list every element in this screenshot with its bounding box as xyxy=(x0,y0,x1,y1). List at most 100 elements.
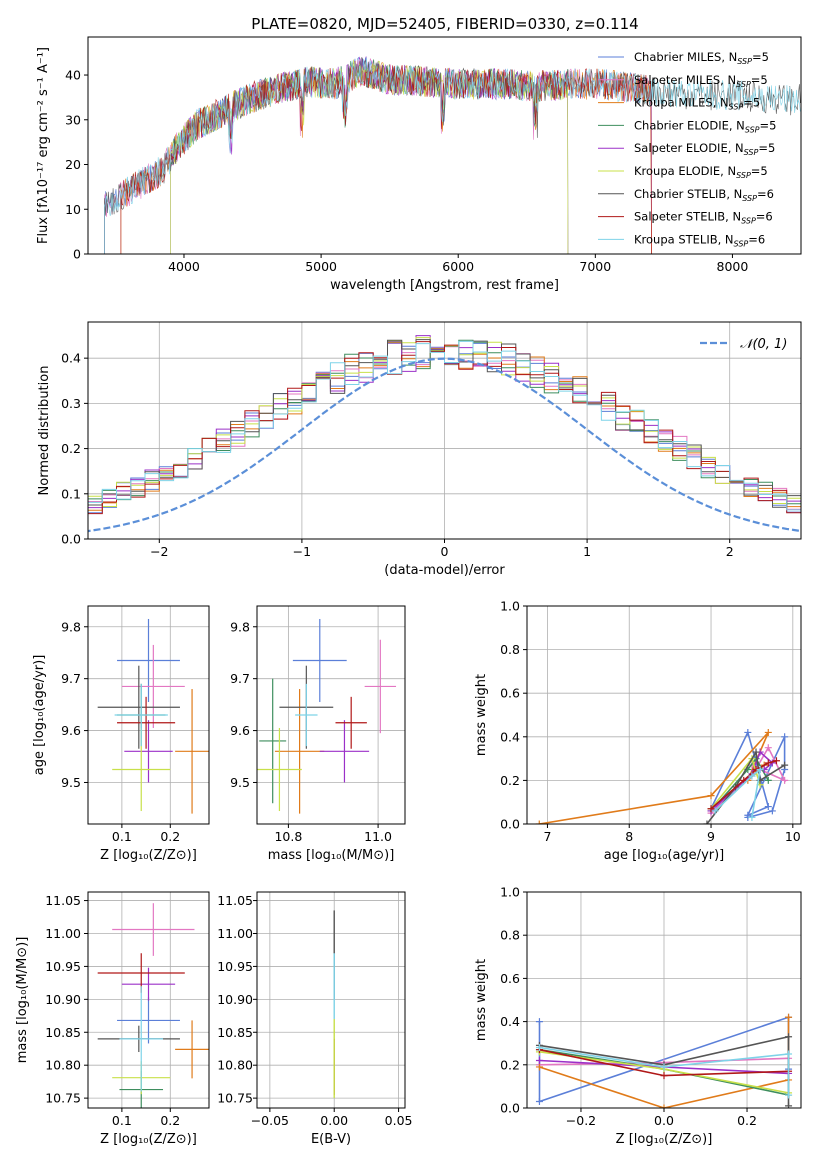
y-axis-label: Flux [fλ10⁻¹⁷ erg cm⁻² s⁻¹ A⁻¹] xyxy=(36,47,51,244)
weight-marker xyxy=(535,1044,543,1052)
weight-marker xyxy=(535,1018,543,1026)
y-axis-label: mass weight xyxy=(474,674,489,756)
x-tick-label: 0.1 xyxy=(112,829,132,844)
axes-frame xyxy=(526,605,802,825)
x-tick-label: 0.1 xyxy=(112,1113,132,1128)
weight-marker xyxy=(785,1102,793,1108)
x-tick-label: 0 xyxy=(441,544,449,559)
x-tick-label: −2 xyxy=(150,544,168,559)
y-tick-label: 10.75 xyxy=(45,1091,81,1106)
y-tick-label: 11.05 xyxy=(45,893,81,908)
y-tick-label: 9.8 xyxy=(230,619,250,634)
x-tick-label: 2 xyxy=(726,544,734,559)
errorbar-group xyxy=(257,618,397,814)
legend-entry: Chabrier MILES, NSSP=5 xyxy=(634,50,769,66)
axes-frame xyxy=(87,36,802,255)
y-tick-label: 0.6 xyxy=(500,686,520,701)
y-tick-label: 20 xyxy=(65,157,81,172)
y-tick-label: 0.3 xyxy=(61,396,81,411)
weight-marker xyxy=(785,1091,793,1099)
weight-marker xyxy=(764,776,772,784)
y-tick-label: 11.00 xyxy=(45,926,81,941)
y-tick-label: 0.4 xyxy=(61,351,81,366)
weight-marker xyxy=(660,1104,668,1108)
weight-marker xyxy=(772,757,780,765)
weight-marker xyxy=(535,1056,543,1064)
histogram-series-5 xyxy=(88,337,801,516)
histogram-series-8 xyxy=(88,340,801,516)
legend-entry: Kroupa STELIB, NSSP=6 xyxy=(634,232,765,248)
figure-title: PLATE=0820, MJD=52405, FIBERID=0330, z=0… xyxy=(251,15,638,33)
x-axis-label: (data-model)/error xyxy=(384,563,505,578)
y-axis-label: mass [log₁₀(M/M⊙)] xyxy=(15,937,30,1064)
y-tick-label: 10.80 xyxy=(217,1058,253,1073)
y-tick-label: 10.95 xyxy=(217,959,253,974)
weight-marker xyxy=(781,776,789,784)
y-tick-label: 10.90 xyxy=(45,992,81,1007)
y-tick-label: 10.80 xyxy=(45,1058,81,1073)
errorbar-group xyxy=(97,618,209,814)
weight-marker xyxy=(764,744,772,752)
y-tick-label: 0.2 xyxy=(500,1057,520,1072)
y-tick-label: 9.8 xyxy=(61,619,81,634)
y-tick-label: 11.00 xyxy=(217,926,253,941)
y-tick-label: 0.2 xyxy=(500,773,520,788)
legend-entry: 𝒩(0, 1) xyxy=(740,337,787,352)
spectrum-line-7 xyxy=(120,60,652,254)
weight-line-8 xyxy=(714,767,762,818)
x-tick-label: 4000 xyxy=(168,259,200,274)
errorbar-group xyxy=(97,903,209,1108)
x-tick-label: 5000 xyxy=(305,259,337,274)
y-tick-label: 40 xyxy=(65,68,81,83)
weight-marker xyxy=(748,772,756,780)
legend-entry: Salpeter STELIB, NSSP=6 xyxy=(634,210,773,226)
x-axis-label: Z [log₁₀(Z/Z⊙)] xyxy=(100,1132,197,1147)
y-tick-label: 0.2 xyxy=(61,441,81,456)
y-tick-label: 1.0 xyxy=(500,599,520,614)
x-tick-label: 10.8 xyxy=(274,829,302,844)
y-tick-label: 0.1 xyxy=(61,486,81,501)
x-tick-label: 0.2 xyxy=(160,829,180,844)
y-tick-label: 10.75 xyxy=(217,1091,253,1106)
weight-marker xyxy=(764,728,772,736)
spectra-group xyxy=(104,56,801,254)
weight-lines-group xyxy=(535,1013,793,1108)
y-tick-label: 10.85 xyxy=(217,1025,253,1040)
spectrum-line-6 xyxy=(104,57,801,254)
weight-marker xyxy=(781,733,789,741)
legend-entry: Kroupa ELODIE, NSSP=5 xyxy=(634,164,768,180)
y-tick-label: 10.95 xyxy=(45,959,81,974)
weight-lines-group xyxy=(535,728,789,824)
axes-frame xyxy=(87,321,802,540)
x-tick-label: 0.0 xyxy=(654,1113,674,1128)
y-tick-label: 9.6 xyxy=(61,723,81,738)
x-axis-label: E(B-V) xyxy=(311,1132,351,1147)
normal-curve xyxy=(88,357,801,533)
weight-marker xyxy=(744,728,752,736)
y-tick-label: 9.5 xyxy=(230,775,250,790)
histogram-series-6 xyxy=(88,339,801,508)
weight-marker xyxy=(785,1013,793,1021)
weight-marker xyxy=(752,748,760,756)
spectrum-line-8 xyxy=(104,57,801,254)
weight-marker xyxy=(711,807,719,815)
y-tick-label: 9.6 xyxy=(230,723,250,738)
y-tick-label: 0 xyxy=(73,247,81,262)
x-tick-label: 6000 xyxy=(442,259,474,274)
weight-line-2 xyxy=(539,731,770,824)
x-tick-label: 7000 xyxy=(579,259,611,274)
x-tick-label: 7 xyxy=(543,829,551,844)
y-tick-label: 11.05 xyxy=(217,893,253,908)
weight-marker xyxy=(756,766,764,773)
y-tick-label: 0.8 xyxy=(500,642,520,657)
weight-marker xyxy=(768,807,776,815)
x-axis-label: age [log₁₀(age/yr)] xyxy=(604,848,725,863)
histogram-series-3 xyxy=(88,339,801,505)
y-tick-label: 0.8 xyxy=(500,928,520,943)
weight-marker xyxy=(535,1063,543,1071)
axes-frame xyxy=(526,891,802,1109)
histogram-series-0 xyxy=(88,342,801,514)
histogram-series-7 xyxy=(88,341,801,515)
axes-frame xyxy=(256,605,406,825)
